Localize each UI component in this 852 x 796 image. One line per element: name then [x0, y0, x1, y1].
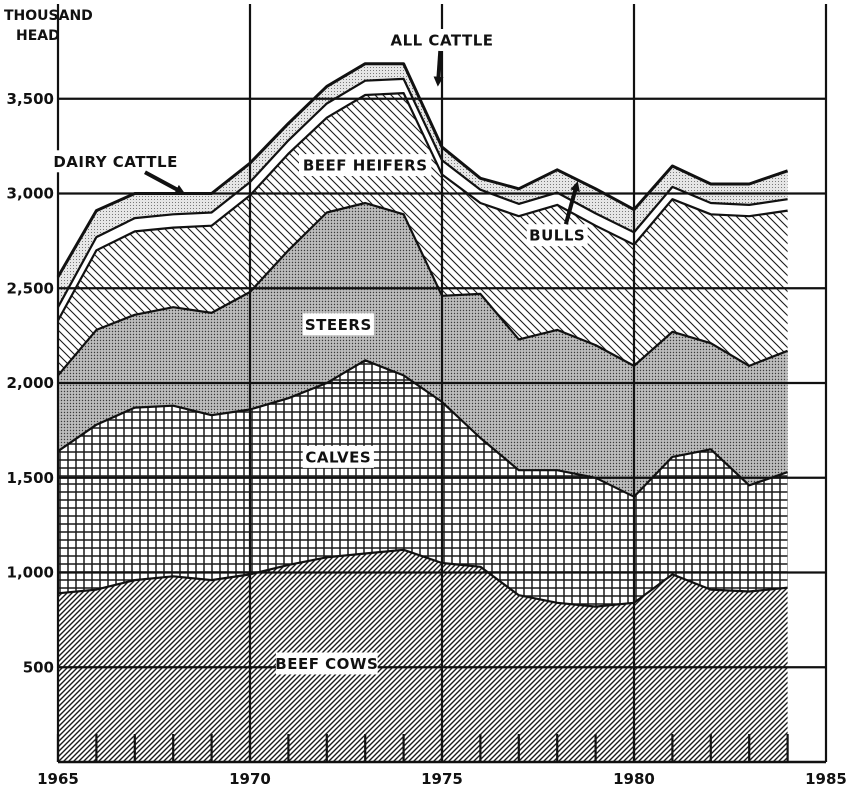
grid-lines	[56, 4, 828, 764]
label-background	[275, 652, 378, 675]
y-tick-label: 2,500	[7, 279, 54, 297]
y-unit-label: HEAD	[16, 28, 60, 44]
boundary-bulls	[57, 77, 788, 308]
x-tick-label: 1985	[805, 770, 847, 788]
series-labels: ALL CATTLE DAIRY CATTLE BEEF HEIFERS BULLS S…	[49, 29, 588, 675]
area-dairy-cattle	[58, 63, 788, 308]
label-text: BEEF COWS	[275, 655, 378, 673]
label-text: BULLS	[529, 227, 585, 245]
boundary-calves	[57, 359, 788, 498]
year-ticks	[56, 734, 789, 762]
y-tick-label: 1,000	[7, 564, 54, 582]
area-beef-cows	[58, 549, 788, 762]
label-background	[49, 150, 182, 173]
area-calves	[58, 360, 788, 607]
y-tick-label: 2,000	[7, 374, 54, 392]
y-tick-label: 3,500	[7, 90, 54, 108]
y-tick-label: 500	[23, 658, 54, 676]
label-background	[302, 445, 374, 468]
label-beef-cows: BEEF COWS	[275, 652, 378, 675]
area-bulls	[58, 78, 788, 321]
label-beef-heifers: BEEF HEIFERS	[299, 154, 432, 177]
label-background	[299, 154, 432, 177]
axis-labels: 500 1,000 1,500 2,000 2,500 3,000 3,500 1965 197…	[4, 8, 847, 788]
x-tick-label: 1970	[229, 770, 271, 788]
label-all-cattle: ALL CATTLE	[386, 29, 498, 87]
y-tick-label: 1,500	[7, 469, 54, 487]
label-text: ALL CATTLE	[390, 32, 493, 50]
arrow-icon	[433, 50, 444, 87]
x-tick-label: 1975	[421, 770, 463, 788]
arrow-icon	[563, 181, 580, 225]
label-text: DAIRY CATTLE	[53, 153, 178, 171]
label-text: BEEF HEIFERS	[303, 157, 428, 175]
boundary-steers	[57, 201, 789, 377]
area-layers	[58, 63, 788, 762]
label-calves: CALVES	[302, 445, 374, 468]
boundary-beef-heifers	[57, 92, 788, 322]
y-unit-label: THOUSAND	[4, 8, 93, 24]
area-steers	[58, 203, 788, 497]
boundary-beef-cows	[57, 548, 788, 608]
label-bulls: BULLS	[526, 181, 588, 247]
label-dairy-cattle: DAIRY CATTLE	[49, 150, 186, 194]
y-tick-label: 3,000	[7, 185, 54, 203]
x-tick-label: 1965	[37, 770, 79, 788]
x-tick-label: 1980	[613, 770, 655, 788]
label-background	[386, 29, 498, 52]
label-background	[302, 313, 374, 336]
label-steers: STEERS	[302, 313, 374, 336]
label-text: STEERS	[305, 316, 372, 334]
area-beef-heifers	[58, 93, 788, 376]
arrow-icon	[144, 170, 186, 194]
label-text: CALVES	[305, 448, 371, 466]
label-background	[526, 224, 588, 247]
